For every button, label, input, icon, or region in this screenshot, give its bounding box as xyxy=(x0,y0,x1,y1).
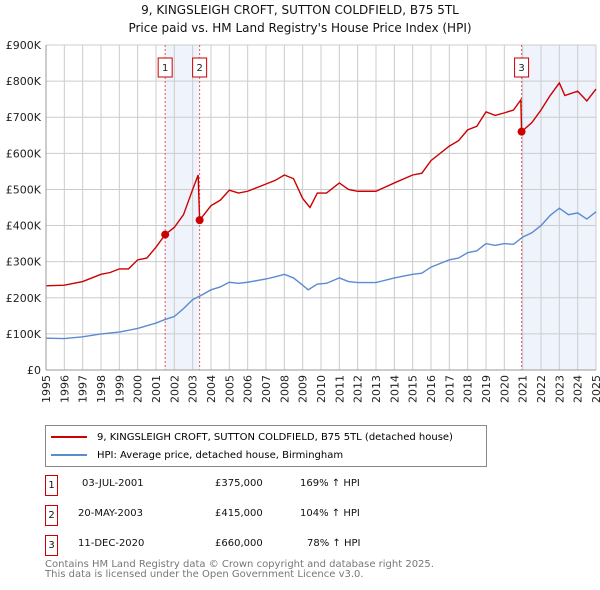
sale-price: £375,000 xyxy=(215,478,263,489)
x-tick-label: 1999 xyxy=(113,375,126,403)
footer-line-2: This data is licensed under the Open Gov… xyxy=(45,569,364,580)
legend: 9, KINGSLEIGH CROFT, SUTTON COLDFIELD, B… xyxy=(45,425,487,467)
y-tick-label: £400K xyxy=(6,220,42,233)
y-tick-label: £500K xyxy=(6,183,42,196)
x-tick-label: 2011 xyxy=(333,375,346,403)
sale-marker-badge: 2 xyxy=(45,505,58,526)
legend-item-hpi: HPI: Average price, detached house, Birm… xyxy=(51,448,343,462)
x-tick-label: 1996 xyxy=(58,375,71,403)
legend-label: HPI: Average price, detached house, Birm… xyxy=(97,449,344,461)
y-tick-label: £600K xyxy=(6,147,42,160)
x-tick-label: 2017 xyxy=(443,375,456,403)
legend-swatch-red xyxy=(51,436,87,438)
hpi-line xyxy=(45,207,597,340)
x-tick-label: 2019 xyxy=(480,375,493,403)
sale-period-shade xyxy=(521,45,596,370)
x-tick-label: 2000 xyxy=(132,375,145,403)
y-tick-label: £300K xyxy=(6,256,42,269)
y-tick-label: £100K xyxy=(6,328,42,341)
x-tick-label: 2014 xyxy=(388,375,401,403)
x-tick-label: 2022 xyxy=(535,375,548,403)
sale-label-box xyxy=(192,57,208,78)
legend-item-property: 9, KINGSLEIGH CROFT, SUTTON COLDFIELD, B… xyxy=(51,430,453,444)
x-tick-label: 2013 xyxy=(370,375,383,403)
sale-date: 11-DEC-2020 xyxy=(78,538,145,549)
x-tick-label: 2023 xyxy=(553,375,566,403)
sale-date: 03-JUL-2001 xyxy=(82,478,144,489)
price-line xyxy=(45,81,597,287)
x-tick-label: 2016 xyxy=(425,375,438,403)
sale-label: 2 xyxy=(196,63,202,74)
x-tick-label: 2007 xyxy=(260,375,273,403)
x-tick-label: 1997 xyxy=(77,375,90,403)
x-tick-label: 2024 xyxy=(572,375,585,403)
x-tick-label: 2010 xyxy=(315,375,328,403)
x-tick-label: 2025 xyxy=(590,375,600,403)
x-tick-label: 1998 xyxy=(95,375,108,403)
y-tick-label: £900K xyxy=(6,39,42,52)
sale-label: 3 xyxy=(518,63,524,74)
footer: Contains HM Land Registry data © Crown c… xyxy=(45,560,434,580)
legend-swatch-blue xyxy=(51,454,87,456)
x-tick-label: 2003 xyxy=(187,375,200,403)
sale-price: £660,000 xyxy=(215,538,263,549)
y-tick-label: £700K xyxy=(6,111,42,124)
x-tick-label: 2012 xyxy=(352,375,365,403)
x-tick-label: 1995 xyxy=(40,375,53,403)
footer-line-1: Contains HM Land Registry data © Crown c… xyxy=(45,559,434,570)
chart-subtitle: Price paid vs. HM Land Registry's House … xyxy=(128,21,472,35)
x-tick-label: 2004 xyxy=(205,375,218,403)
x-tick-label: 2002 xyxy=(168,375,181,403)
x-tick-label: 2021 xyxy=(517,375,530,403)
legend-label: 9, KINGSLEIGH CROFT, SUTTON COLDFIELD, B… xyxy=(97,431,453,443)
chart-title: 9, KINGSLEIGH CROFT, SUTTON COLDFIELD, B… xyxy=(141,3,459,17)
sale-marker-badge: 3 xyxy=(45,535,58,556)
sale-hpi-change: 78% ↑ HPI xyxy=(307,538,361,549)
x-tick-label: 2008 xyxy=(278,375,291,403)
sale-date: 20-MAY-2003 xyxy=(78,508,144,519)
y-tick-label: £800K xyxy=(6,75,42,88)
x-tick-label: 2001 xyxy=(150,375,163,403)
x-tick-label: 2015 xyxy=(407,375,420,403)
sale-marker-badge: 1 xyxy=(45,475,58,496)
sale-label-box xyxy=(157,57,173,78)
x-tick-label: 2005 xyxy=(223,375,236,403)
x-tick-label: 2020 xyxy=(498,375,511,403)
x-tick-label: 2006 xyxy=(242,375,255,403)
sale-hpi-change: 169% ↑ HPI xyxy=(300,478,360,489)
sale-period-shade xyxy=(165,45,200,370)
sale-price: £415,000 xyxy=(215,508,263,519)
sale-point xyxy=(161,230,170,239)
sale-label-box xyxy=(514,57,530,78)
sale-hpi-change: 104% ↑ HPI xyxy=(300,508,360,519)
y-tick-label: £0 xyxy=(27,364,41,377)
sale-label: 1 xyxy=(162,63,168,74)
y-tick-label: £200K xyxy=(6,292,42,305)
sale-point xyxy=(195,216,204,225)
x-tick-label: 2018 xyxy=(462,375,475,403)
sale-point xyxy=(517,127,526,136)
plot-area: 1995 1996 1997 1998 1999 2000 2001 2002 2003 2004… xyxy=(6,39,600,403)
x-tick-label: 2009 xyxy=(297,375,310,403)
